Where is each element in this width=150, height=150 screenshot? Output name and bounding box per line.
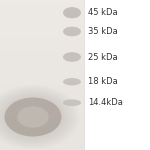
Text: 18 kDa: 18 kDa [88, 77, 117, 86]
Ellipse shape [63, 52, 81, 62]
Text: 14.4kDa: 14.4kDa [88, 98, 123, 107]
Bar [0, 0, 84, 150]
Ellipse shape [63, 99, 81, 106]
Text: 25 kDa: 25 kDa [88, 52, 117, 62]
Ellipse shape [63, 27, 81, 36]
Ellipse shape [63, 7, 81, 18]
Text: 45 kDa: 45 kDa [88, 8, 117, 17]
Ellipse shape [63, 78, 81, 85]
Ellipse shape [4, 98, 62, 136]
Ellipse shape [17, 106, 49, 128]
Text: 35 kDa: 35 kDa [88, 27, 117, 36]
